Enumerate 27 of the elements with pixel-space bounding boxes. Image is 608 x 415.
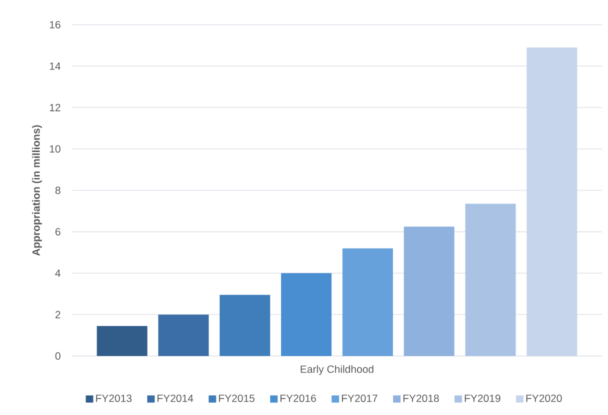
y-tick-label: 10 bbox=[50, 145, 60, 153]
legend-label: FY2017 bbox=[342, 394, 378, 402]
legend-label: FY2016 bbox=[280, 394, 316, 402]
legend-label: FY2020 bbox=[526, 394, 562, 402]
legend-label: FY2018 bbox=[403, 394, 439, 402]
x-tick-label: Early Childhood bbox=[300, 365, 374, 375]
y-tick-label: 0 bbox=[55, 352, 60, 360]
bar bbox=[96, 326, 148, 356]
bar bbox=[158, 314, 209, 356]
y-tick-label: 14 bbox=[50, 62, 60, 70]
y-axis-title: Appropriation (in millions) bbox=[32, 125, 42, 256]
bar bbox=[526, 47, 578, 356]
y-tick-label: 4 bbox=[55, 270, 60, 277]
y-tick-label: 8 bbox=[55, 186, 60, 194]
y-tick-label: 16 bbox=[50, 20, 60, 28]
bar bbox=[404, 226, 454, 356]
legend-label: FY2013 bbox=[96, 394, 132, 402]
legend-label: FY2014 bbox=[158, 394, 194, 402]
bar bbox=[465, 204, 516, 356]
bar bbox=[220, 294, 270, 356]
legend-label: FY2019 bbox=[464, 394, 500, 402]
y-tick-label: 6 bbox=[55, 228, 60, 236]
bar bbox=[281, 273, 332, 356]
y-tick-label: 2 bbox=[55, 310, 60, 318]
bar bbox=[342, 248, 393, 356]
y-tick-label: 12 bbox=[50, 104, 60, 112]
legend-label: FY2015 bbox=[219, 394, 255, 402]
